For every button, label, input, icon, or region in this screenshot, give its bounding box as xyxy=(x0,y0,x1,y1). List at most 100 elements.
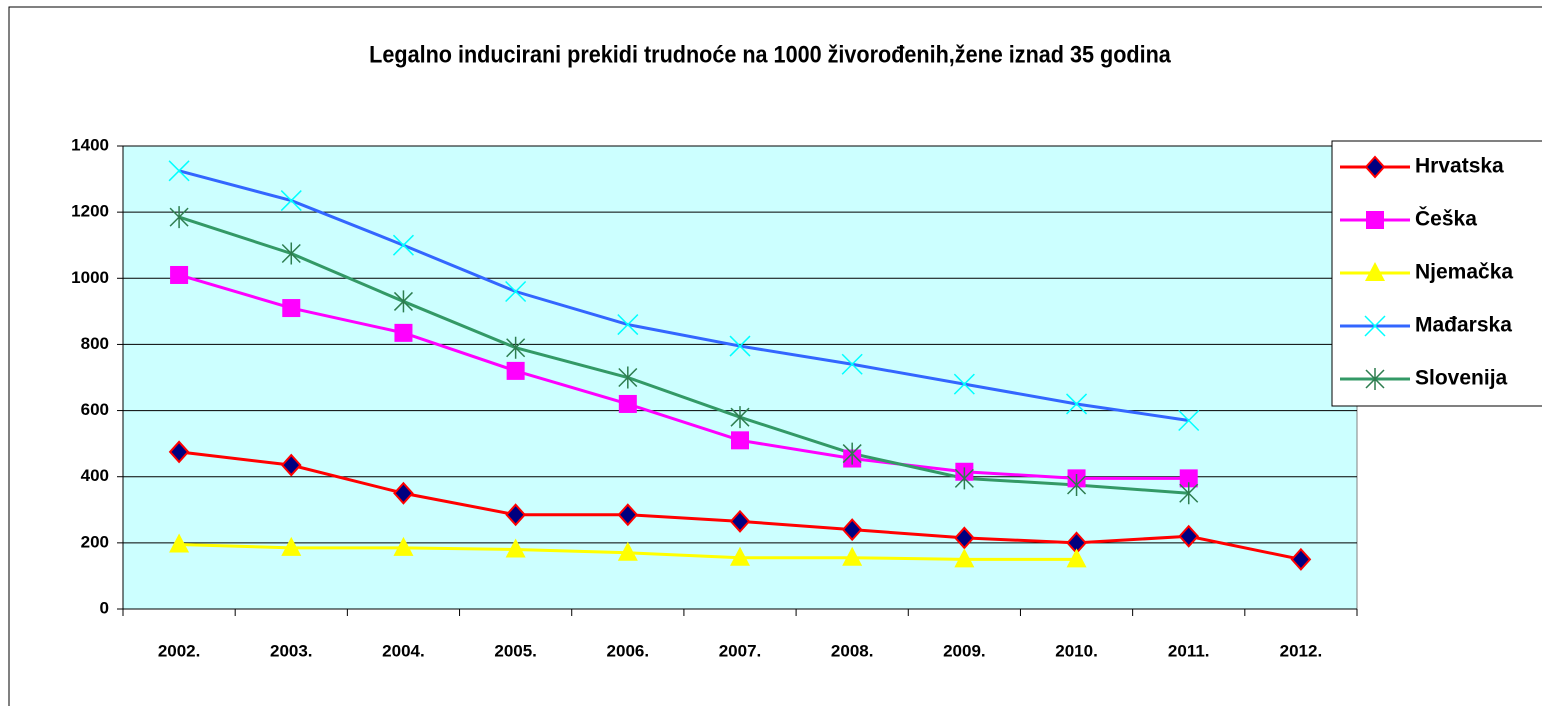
marker xyxy=(168,160,190,182)
y-tick-label: 1200 xyxy=(71,202,109,221)
marker-shape xyxy=(505,538,526,558)
y-tick-label: 0 xyxy=(100,598,109,617)
marker xyxy=(841,518,863,542)
legend-label: Češka xyxy=(1415,207,1477,231)
y-tick-label: 400 xyxy=(81,466,109,485)
marker xyxy=(618,394,637,413)
x-tick-label: 2006. xyxy=(607,641,650,660)
marker xyxy=(505,280,527,303)
marker xyxy=(168,440,190,464)
marker xyxy=(393,536,414,556)
marker-shape xyxy=(730,546,750,566)
marker-shape xyxy=(841,518,863,542)
marker xyxy=(954,467,974,490)
marker-shape xyxy=(168,160,190,182)
marker-shape xyxy=(1364,155,1386,179)
marker xyxy=(505,503,526,527)
marker-shape xyxy=(281,536,302,556)
marker-shape xyxy=(1366,211,1384,229)
marker xyxy=(394,323,413,342)
x-tick-label: 2011. xyxy=(1168,641,1210,660)
marker-shape xyxy=(393,536,414,556)
marker xyxy=(954,548,975,568)
y-tick-label: 200 xyxy=(81,532,109,551)
marker xyxy=(170,265,189,284)
marker-shape xyxy=(617,314,639,336)
marker xyxy=(842,546,863,566)
legend-label: Njemačka xyxy=(1415,261,1513,284)
marker-shape xyxy=(506,361,525,380)
marker xyxy=(392,234,414,256)
marker-shape xyxy=(618,394,637,413)
x-tick-label: 2007. xyxy=(719,641,762,660)
marker-shape xyxy=(280,453,302,477)
marker xyxy=(1365,262,1385,281)
marker xyxy=(281,536,302,556)
marker xyxy=(1179,482,1199,505)
marker-shape xyxy=(1178,524,1200,548)
marker xyxy=(169,206,189,229)
x-tick-label: 2003. xyxy=(270,641,313,660)
marker xyxy=(841,353,863,375)
chart-title: Legalno inducirani prekidi trudnoće na 1… xyxy=(369,40,1171,67)
plot-area xyxy=(122,145,1358,610)
marker-shape xyxy=(729,509,751,533)
marker xyxy=(729,335,751,357)
marker xyxy=(506,336,526,359)
marker xyxy=(1290,547,1312,571)
marker xyxy=(730,546,750,566)
marker xyxy=(1179,469,1198,488)
marker-shape xyxy=(1066,393,1088,415)
marker-shape xyxy=(1365,262,1385,281)
marker-shape xyxy=(1179,469,1198,488)
marker xyxy=(169,533,190,553)
series-line xyxy=(178,169,1189,422)
marker xyxy=(729,509,751,533)
marker-shape xyxy=(953,373,975,395)
series-line xyxy=(178,215,1189,495)
marker xyxy=(618,366,638,389)
marker xyxy=(505,538,526,558)
legend-label: Hrvatska xyxy=(1415,155,1504,178)
marker-shape xyxy=(169,533,190,553)
marker xyxy=(280,190,302,212)
marker xyxy=(1066,393,1088,415)
marker-shape xyxy=(1290,547,1312,571)
marker xyxy=(281,242,301,265)
x-tick-label: 2012. xyxy=(1280,641,1323,660)
x-tick-label: 2010. xyxy=(1055,641,1098,660)
marker-shape xyxy=(505,280,527,303)
marker-shape xyxy=(731,431,749,450)
marker-shape xyxy=(1365,368,1385,390)
marker-shape xyxy=(954,467,974,490)
marker xyxy=(506,361,525,380)
x-tick-label: 2005. xyxy=(494,641,537,660)
marker xyxy=(1366,211,1384,229)
marker-shape xyxy=(1179,482,1199,505)
marker-shape xyxy=(729,335,751,357)
y-tick-label: 800 xyxy=(81,334,109,353)
marker xyxy=(730,406,750,429)
marker-shape xyxy=(282,299,301,318)
marker xyxy=(953,373,975,395)
x-tick-label: 2004. xyxy=(382,641,425,660)
marker-shape xyxy=(618,366,638,389)
marker xyxy=(393,481,414,505)
marker xyxy=(617,541,638,561)
marker xyxy=(1066,548,1087,568)
marker xyxy=(393,290,413,313)
y-tick-label: 600 xyxy=(81,400,109,419)
marker xyxy=(282,299,301,318)
marker-shape xyxy=(393,290,413,313)
marker xyxy=(617,314,639,336)
marker xyxy=(1365,368,1385,390)
marker xyxy=(1067,473,1087,496)
marker-shape xyxy=(393,481,414,505)
marker xyxy=(1364,155,1386,179)
marker-shape xyxy=(1178,409,1200,432)
legend-label: Mađarska xyxy=(1415,314,1512,337)
marker-shape xyxy=(280,190,302,212)
marker-shape xyxy=(1364,315,1386,337)
marker xyxy=(842,442,862,465)
